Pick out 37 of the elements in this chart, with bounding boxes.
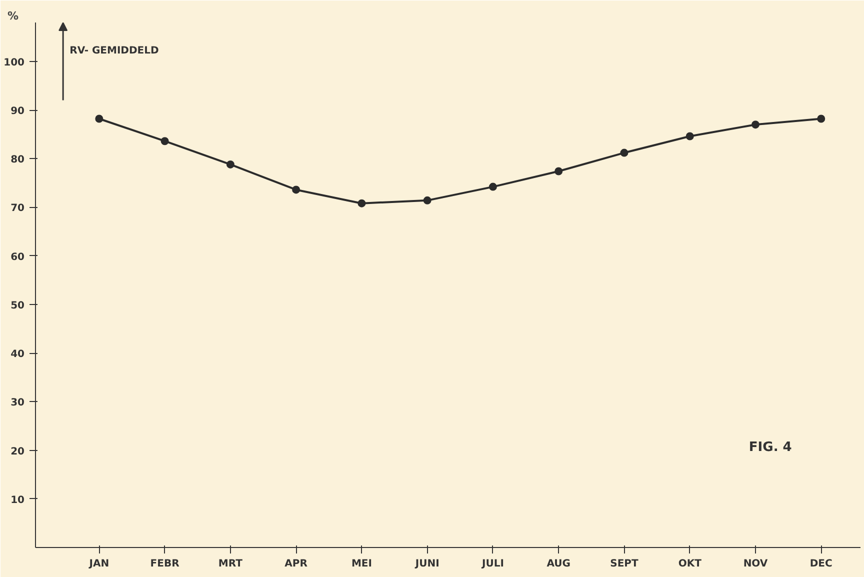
x-tick-label: JAN (88, 558, 110, 570)
point (488, 182, 497, 191)
point (95, 114, 104, 123)
y-tick-label: 50 (10, 300, 25, 312)
point (423, 196, 432, 204)
annotation: RV- GEMIDDELD (70, 46, 159, 57)
point (751, 120, 760, 129)
point (358, 199, 366, 208)
point (160, 137, 169, 146)
y-tick-label: 10 (10, 494, 25, 506)
point (620, 148, 628, 157)
x-tick-label: MRT (218, 558, 243, 570)
x-tick-label: NOV (743, 558, 768, 570)
point (292, 186, 300, 194)
y-axis-title: % (8, 10, 19, 22)
y-tick-label: 70 (10, 203, 25, 214)
x-tick-label: SEPT (610, 558, 638, 570)
annotation: FIG. 4 (748, 440, 792, 456)
point (554, 167, 563, 176)
y-tick-label: 100 (4, 57, 25, 68)
y-tick-label: 90 (10, 106, 25, 117)
y-tick-label: 40 (10, 349, 25, 360)
x-tick-label: JULI (480, 558, 504, 570)
y-tick-label: 20 (10, 446, 25, 458)
x-tick-label: AUG (546, 558, 570, 570)
x-tick-label: DEC (810, 558, 832, 570)
x-tick-label: JUNI (414, 558, 440, 570)
x-tick-label: APR (284, 558, 308, 570)
x-tick-label: MEI (351, 558, 372, 570)
y-tick-label: 80 (10, 154, 25, 166)
x-tick-label: OKT (678, 558, 702, 570)
point (226, 160, 234, 168)
y-tick-label: 30 (10, 398, 25, 409)
point (686, 132, 694, 140)
y-tick-label: 60 (10, 252, 25, 263)
point (817, 114, 826, 123)
x-tick-label: FEBR (150, 558, 180, 570)
